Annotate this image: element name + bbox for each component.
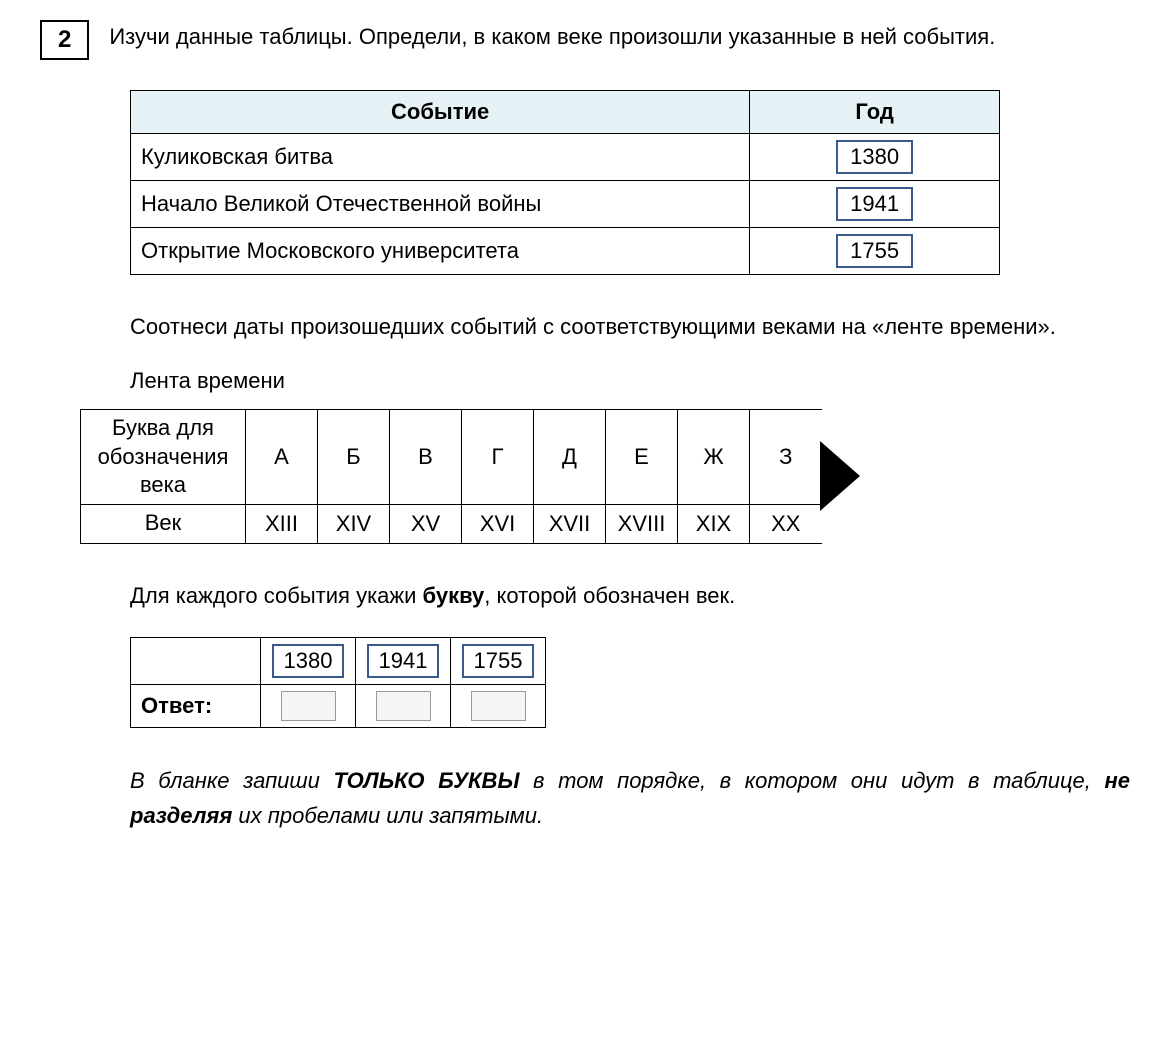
table-row: Открытие Московского университета 1755 bbox=[131, 228, 1000, 275]
year-box: 1755 bbox=[836, 234, 913, 268]
events-header-event: Событие bbox=[131, 91, 750, 134]
instruction-pre: Для каждого события укажи bbox=[130, 583, 423, 608]
event-name: Открытие Московского университета bbox=[131, 228, 750, 275]
instruction-bold: букву bbox=[423, 583, 485, 608]
timeline-letter: Г bbox=[462, 410, 534, 505]
note-p1: В бланке запиши bbox=[130, 768, 334, 793]
answer-label: Ответ: bbox=[131, 684, 261, 727]
note-p5: их пробелами или запятыми. bbox=[232, 803, 543, 828]
answer-input[interactable] bbox=[281, 691, 336, 721]
year-box: 1380 bbox=[836, 140, 913, 174]
letter-instruction: Для каждого события укажи букву, которой… bbox=[130, 579, 1130, 612]
table-row: Куликовская битва 1380 bbox=[131, 134, 1000, 181]
timeline-century: XIV bbox=[318, 504, 390, 543]
event-year-cell: 1380 bbox=[750, 134, 1000, 181]
event-year-cell: 1941 bbox=[750, 181, 1000, 228]
match-instruction: Соотнеси даты произошедших событий с соо… bbox=[130, 310, 1130, 343]
event-name: Начало Великой Отечественной войны bbox=[131, 181, 750, 228]
timeline-wrapper: Буква для обозначения века А Б В Г Д Е Ж… bbox=[80, 409, 1130, 544]
timeline-letter: В bbox=[390, 410, 462, 505]
timeline-label-century: Век bbox=[81, 504, 246, 543]
answer-empty-cell bbox=[131, 637, 261, 684]
answer-year-box: 1380 bbox=[272, 644, 345, 678]
timeline-century: XVIII bbox=[606, 504, 678, 543]
answer-year-cell: 1380 bbox=[261, 637, 356, 684]
timeline-letter: Е bbox=[606, 410, 678, 505]
answer-input-cell bbox=[451, 684, 546, 727]
event-name: Куликовская битва bbox=[131, 134, 750, 181]
task-number: 2 bbox=[40, 20, 89, 60]
timeline-letter: А bbox=[246, 410, 318, 505]
timeline-letter: Д bbox=[534, 410, 606, 505]
answer-year-box: 1755 bbox=[462, 644, 535, 678]
timeline-letter: Ж bbox=[678, 410, 750, 505]
note-p3: в том порядке, в котором они идут в табл… bbox=[519, 768, 1104, 793]
table-row: Начало Великой Отечественной войны 1941 bbox=[131, 181, 1000, 228]
task-header: 2 Изучи данные таблицы. Определи, в како… bbox=[40, 20, 1130, 60]
timeline-century: XIII bbox=[246, 504, 318, 543]
timeline-letter: З bbox=[750, 410, 822, 505]
timeline-century: XIX bbox=[678, 504, 750, 543]
instruction-post: , которой обозначен век. bbox=[484, 583, 735, 608]
answer-table: 1380 1941 1755 Ответ: bbox=[130, 637, 546, 728]
events-header-year: Год bbox=[750, 91, 1000, 134]
timeline-table: Буква для обозначения века А Б В Г Д Е Ж… bbox=[80, 409, 822, 544]
answer-input-cell bbox=[261, 684, 356, 727]
answer-year-cell: 1755 bbox=[451, 637, 546, 684]
answer-year-box: 1941 bbox=[367, 644, 440, 678]
answer-input[interactable] bbox=[471, 691, 526, 721]
task-text: Изучи данные таблицы. Определи, в каком … bbox=[109, 20, 995, 53]
year-box: 1941 bbox=[836, 187, 913, 221]
timeline-century: XVI bbox=[462, 504, 534, 543]
answer-year-cell: 1941 bbox=[356, 637, 451, 684]
answer-input-cell bbox=[356, 684, 451, 727]
note: В бланке запиши ТОЛЬКО БУКВЫ в том поряд… bbox=[130, 763, 1130, 833]
timeline-label-letter: Буква для обозначения века bbox=[81, 410, 246, 505]
timeline-century: XVII bbox=[534, 504, 606, 543]
timeline-heading: Лента времени bbox=[130, 368, 1130, 394]
timeline-century: XV bbox=[390, 504, 462, 543]
answer-input[interactable] bbox=[376, 691, 431, 721]
events-table: Событие Год Куликовская битва 1380 Начал… bbox=[130, 90, 1000, 275]
arrow-right-icon bbox=[820, 441, 860, 511]
note-p2-bold: ТОЛЬКО БУКВЫ bbox=[334, 768, 520, 793]
event-year-cell: 1755 bbox=[750, 228, 1000, 275]
timeline-century: XX bbox=[750, 504, 822, 543]
timeline-letter: Б bbox=[318, 410, 390, 505]
